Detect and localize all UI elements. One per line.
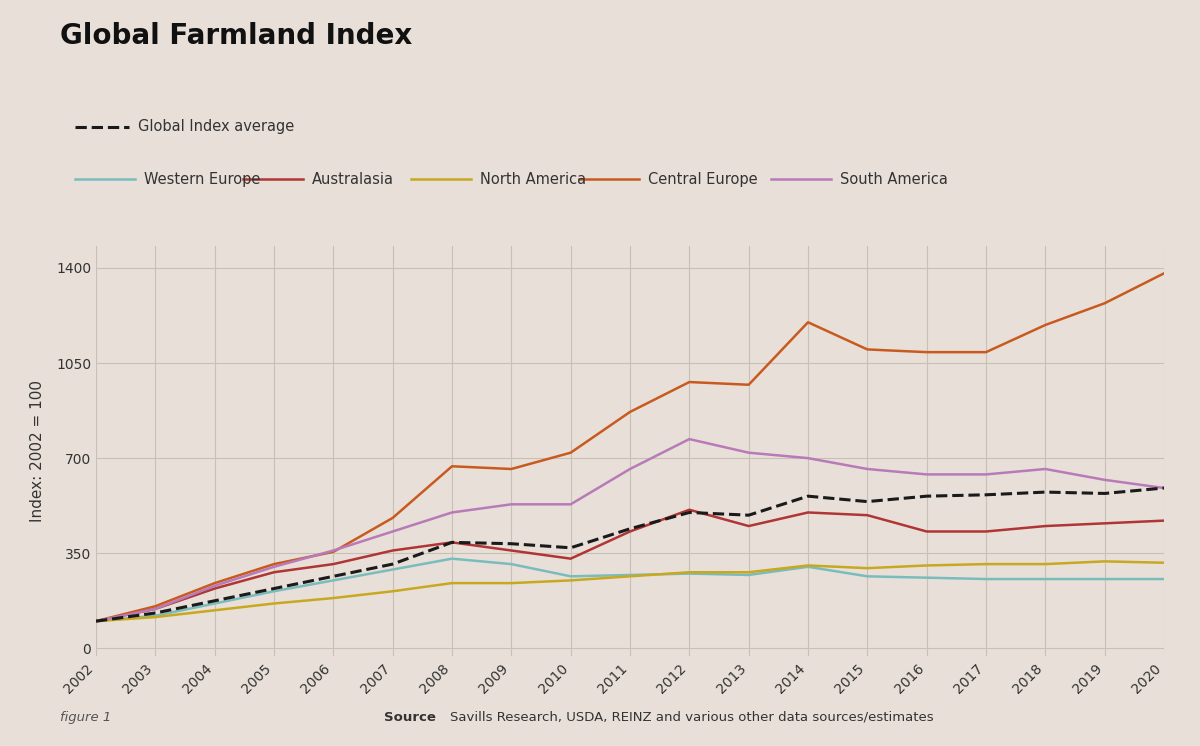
Text: South America: South America bbox=[840, 172, 948, 186]
Text: Australasia: Australasia bbox=[312, 172, 394, 186]
Y-axis label: Index: 2002 = 100: Index: 2002 = 100 bbox=[30, 380, 44, 522]
Text: Western Europe: Western Europe bbox=[144, 172, 260, 186]
Text: Central Europe: Central Europe bbox=[648, 172, 757, 186]
Text: North America: North America bbox=[480, 172, 586, 186]
Text: Global Farmland Index: Global Farmland Index bbox=[60, 22, 413, 51]
Text: Source: Source bbox=[384, 711, 440, 724]
Text: Savills Research, USDA, REINZ and various other data sources/estimates: Savills Research, USDA, REINZ and variou… bbox=[450, 711, 934, 724]
Text: figure 1: figure 1 bbox=[60, 711, 112, 724]
Text: Global Index average: Global Index average bbox=[138, 119, 294, 134]
